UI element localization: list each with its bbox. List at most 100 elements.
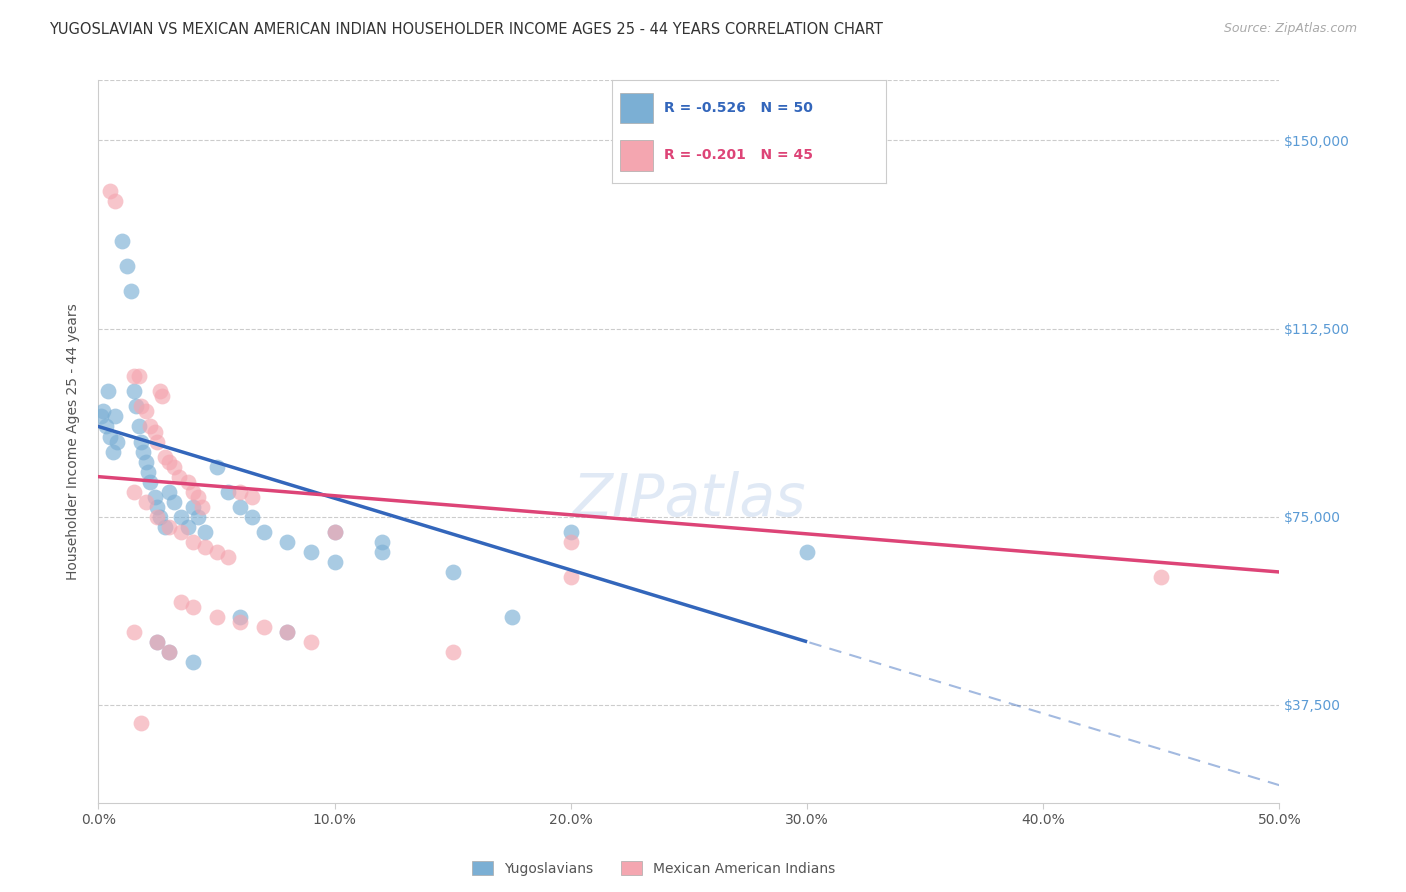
- Point: [194, 540, 217, 554]
- Point: [157, 645, 180, 659]
- Point: [149, 509, 172, 524]
- Point: [101, 444, 124, 458]
- Legend: Yugoslavians, Mexican American Indians: Yugoslavians, Mexican American Indians: [465, 854, 842, 882]
- Point: [121, 284, 143, 298]
- Point: [146, 509, 169, 524]
- Point: [181, 484, 204, 499]
- Point: [135, 454, 157, 468]
- Point: [177, 520, 200, 534]
- Point: [163, 459, 186, 474]
- Point: [217, 549, 239, 564]
- Point: [153, 520, 176, 534]
- Point: [135, 494, 157, 508]
- Point: [170, 595, 193, 609]
- Point: [98, 184, 121, 198]
- Point: [139, 419, 162, 434]
- Point: [170, 524, 193, 539]
- Text: Source: ZipAtlas.com: Source: ZipAtlas.com: [1223, 22, 1357, 36]
- Point: [91, 404, 114, 418]
- Point: [122, 484, 145, 499]
- Point: [276, 534, 298, 549]
- Point: [229, 484, 252, 499]
- Point: [129, 715, 152, 730]
- Point: [371, 545, 394, 559]
- Point: [122, 384, 145, 399]
- Point: [122, 625, 145, 640]
- Point: [229, 610, 252, 624]
- Point: [181, 655, 204, 669]
- Point: [299, 635, 322, 649]
- Point: [187, 509, 209, 524]
- Point: [125, 400, 148, 414]
- Point: [136, 465, 159, 479]
- Point: [146, 635, 169, 649]
- Point: [128, 369, 150, 384]
- Point: [560, 534, 582, 549]
- Point: [229, 615, 252, 630]
- Point: [299, 545, 322, 559]
- Text: R = -0.526   N = 50: R = -0.526 N = 50: [664, 101, 813, 115]
- Point: [441, 565, 464, 579]
- Point: [560, 570, 582, 584]
- Point: [253, 620, 276, 634]
- Point: [217, 484, 239, 499]
- Point: [122, 369, 145, 384]
- Point: [181, 600, 204, 615]
- Point: [139, 475, 162, 489]
- Point: [276, 625, 298, 640]
- Point: [167, 469, 190, 483]
- Point: [163, 494, 186, 508]
- Point: [146, 434, 169, 449]
- Point: [129, 434, 152, 449]
- Point: [205, 459, 228, 474]
- Point: [181, 500, 204, 514]
- Point: [146, 635, 169, 649]
- Point: [157, 645, 180, 659]
- Point: [157, 484, 180, 499]
- Text: R = -0.201   N = 45: R = -0.201 N = 45: [664, 148, 813, 162]
- Point: [1150, 570, 1173, 584]
- Point: [187, 490, 209, 504]
- Point: [253, 524, 276, 539]
- Point: [170, 509, 193, 524]
- Point: [153, 450, 176, 464]
- Point: [129, 400, 152, 414]
- Point: [97, 384, 120, 399]
- Text: ZIPatlas: ZIPatlas: [572, 471, 806, 528]
- Point: [194, 524, 217, 539]
- Point: [104, 194, 127, 208]
- Point: [205, 610, 228, 624]
- Point: [240, 509, 263, 524]
- Point: [191, 500, 214, 514]
- Point: [149, 384, 172, 399]
- Point: [323, 524, 346, 539]
- Y-axis label: Householder Income Ages 25 - 44 years: Householder Income Ages 25 - 44 years: [66, 303, 80, 580]
- Point: [157, 520, 180, 534]
- Point: [796, 545, 818, 559]
- Bar: [620, 93, 652, 123]
- Point: [177, 475, 200, 489]
- Point: [371, 534, 394, 549]
- Point: [105, 434, 128, 449]
- Point: [441, 645, 464, 659]
- Point: [115, 259, 138, 273]
- Point: [135, 404, 157, 418]
- Point: [128, 419, 150, 434]
- Point: [143, 490, 166, 504]
- Point: [143, 425, 166, 439]
- Point: [132, 444, 155, 458]
- Point: [276, 625, 298, 640]
- Point: [560, 524, 582, 539]
- Point: [150, 389, 173, 403]
- Point: [240, 490, 263, 504]
- Bar: [620, 140, 652, 170]
- Point: [104, 409, 127, 424]
- Point: [157, 454, 180, 468]
- Point: [205, 545, 228, 559]
- Point: [323, 555, 346, 569]
- Point: [94, 419, 117, 434]
- Point: [229, 500, 252, 514]
- Point: [323, 524, 346, 539]
- Point: [111, 234, 134, 248]
- Text: YUGOSLAVIAN VS MEXICAN AMERICAN INDIAN HOUSEHOLDER INCOME AGES 25 - 44 YEARS COR: YUGOSLAVIAN VS MEXICAN AMERICAN INDIAN H…: [49, 22, 883, 37]
